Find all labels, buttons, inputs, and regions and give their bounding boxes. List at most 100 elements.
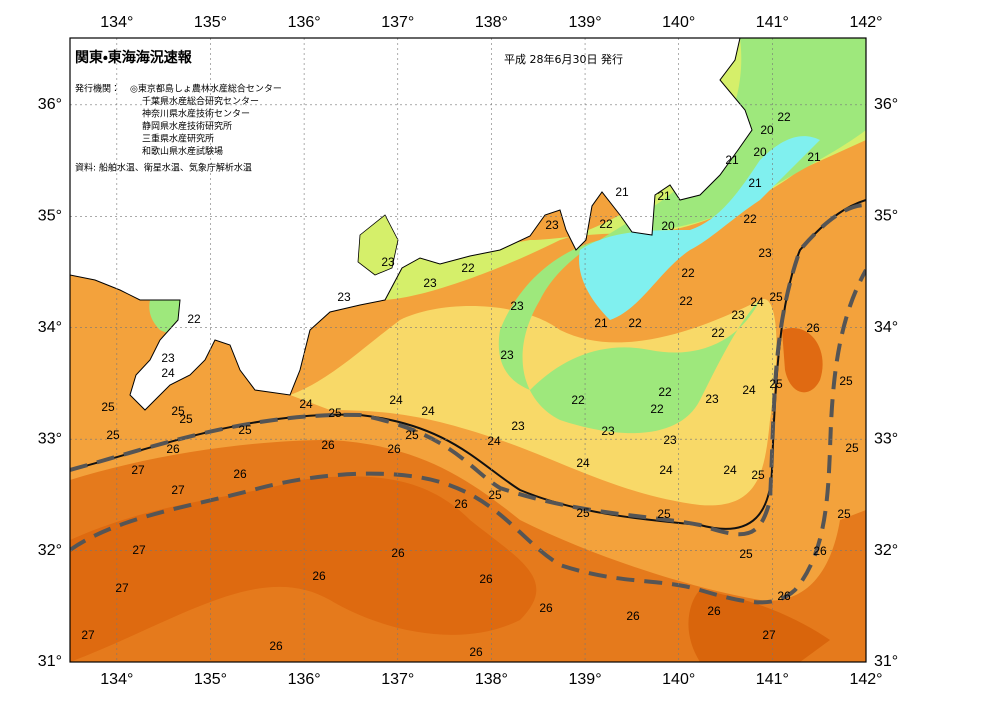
data-source: 資料: 船舶水温、衛星水温、気象庁解析水温 (75, 162, 252, 174)
contour-label: 25 (328, 406, 342, 420)
contour-label: 26 (166, 442, 180, 456)
contour-label: 21 (615, 185, 629, 199)
contour-label: 27 (762, 628, 776, 642)
agency: 和歌山県水産試験場 (142, 145, 223, 157)
contour-label: 27 (171, 483, 185, 497)
x-tick-label: 134° (100, 14, 133, 31)
agency: 千葉県水産総合研究センター (142, 95, 259, 107)
contour-label: 22 (461, 261, 475, 275)
sea-cooler (498, 38, 866, 434)
contour-label: 22 (571, 393, 585, 407)
contour-label: 25 (769, 290, 783, 304)
contour-label: 26 (626, 609, 640, 623)
agency-list: ◎東京都島しょ農林水産総合センター千葉県水産総合研究センター神奈川県水産技術セン… (130, 83, 282, 158)
contour-label: 23 (601, 424, 615, 438)
contour-label: 26 (707, 604, 721, 618)
agency: ◎東京都島しょ農林水産総合センター (130, 83, 282, 95)
contour-label: 23 (545, 218, 559, 232)
y-tick-label: 31° (874, 653, 898, 670)
x-tick-label: 139° (569, 14, 602, 31)
contour-label: 23 (161, 351, 175, 365)
contour-label: 26 (387, 442, 401, 456)
x-tick-label: 137° (381, 14, 414, 31)
x-tick-label: 140° (662, 671, 695, 688)
contour-label: 24 (487, 434, 501, 448)
contour-label: 22 (777, 110, 791, 124)
y-tick-label: 33° (38, 430, 62, 447)
y-tick-label: 35° (874, 208, 898, 225)
land (70, 38, 753, 411)
frame (69, 37, 867, 663)
agency: 三重県水産研究所 (142, 133, 214, 145)
contour-label: 26 (454, 497, 468, 511)
agency: 神奈川県水産技術センター (142, 108, 250, 120)
contour-label: 26 (312, 569, 326, 583)
contour-label: 25 (739, 547, 753, 561)
y-tick-label: 34° (874, 319, 898, 336)
contour-label: 25 (769, 377, 783, 391)
sea-hotter (70, 476, 537, 662)
contour-label: 25 (171, 404, 185, 418)
contour-label: 20 (661, 219, 675, 233)
contour-label: 25 (238, 423, 252, 437)
contour-label: 24 (576, 456, 590, 470)
contour-label: 24 (161, 366, 175, 380)
x-tick-label: 138° (475, 671, 508, 688)
contour-label: 21 (807, 150, 821, 164)
contour-label: 26 (777, 589, 791, 603)
agency-label: 発行機関： (75, 83, 120, 95)
ise-bay (357, 214, 399, 276)
contour-label: 20 (753, 145, 767, 159)
contour-label: 22 (187, 312, 201, 326)
x-tick-label: 135° (194, 14, 227, 31)
contour-label: 25 (488, 488, 502, 502)
contour-label: 25 (657, 507, 671, 521)
title: 関東・東海海況速報 (75, 49, 193, 66)
y-tick-label: 32° (38, 542, 62, 559)
contour-label: 25 (839, 374, 853, 388)
contour-label: 26 (806, 321, 820, 335)
contour-label: 27 (131, 463, 145, 477)
y-tick-label: 31° (38, 653, 62, 670)
contour-label: 21 (748, 176, 762, 190)
contour-label: 22 (743, 212, 757, 226)
contour-label: 22 (681, 266, 695, 280)
x-tick-label: 138° (475, 14, 508, 31)
contour-label: 25 (837, 507, 851, 521)
x-tick-label: 140° (662, 14, 695, 31)
x-tick-label: 141° (756, 671, 789, 688)
y-tick-label: 35° (38, 208, 62, 225)
contour-label: 23 (705, 392, 719, 406)
contour-label: 22 (628, 316, 642, 330)
kuroshio-axis (70, 269, 866, 605)
x-tick-label: 142° (849, 14, 882, 31)
sea-hotter (782, 328, 823, 393)
contour-label: 25 (106, 428, 120, 442)
contour-label: 26 (269, 639, 283, 653)
contour-label: 24 (742, 383, 756, 397)
y-tick-label: 36° (874, 96, 898, 113)
contour-label: 25 (751, 468, 765, 482)
contour-label: 26 (469, 645, 483, 659)
x-tick-label: 137° (381, 671, 414, 688)
contour-label: 25 (576, 506, 590, 520)
contour-label: 22 (679, 294, 693, 308)
contour-label: 23 (663, 433, 677, 447)
contour-label: 23 (500, 348, 514, 362)
sea-hotter (688, 590, 830, 662)
contour-label: 24 (723, 463, 737, 477)
x-tick-label: 135° (194, 671, 227, 688)
contour-label: 27 (115, 581, 129, 595)
contour-label: 21 (725, 153, 739, 167)
contour-label: 21 (594, 316, 608, 330)
contour-label: 24 (299, 397, 313, 411)
contour-label: 24 (659, 463, 673, 477)
x-tick-label: 141° (756, 14, 789, 31)
contour-label: 26 (479, 572, 493, 586)
contour-label: 26 (321, 438, 335, 452)
contour-label: 26 (391, 546, 405, 560)
x-tick-label: 139° (569, 671, 602, 688)
